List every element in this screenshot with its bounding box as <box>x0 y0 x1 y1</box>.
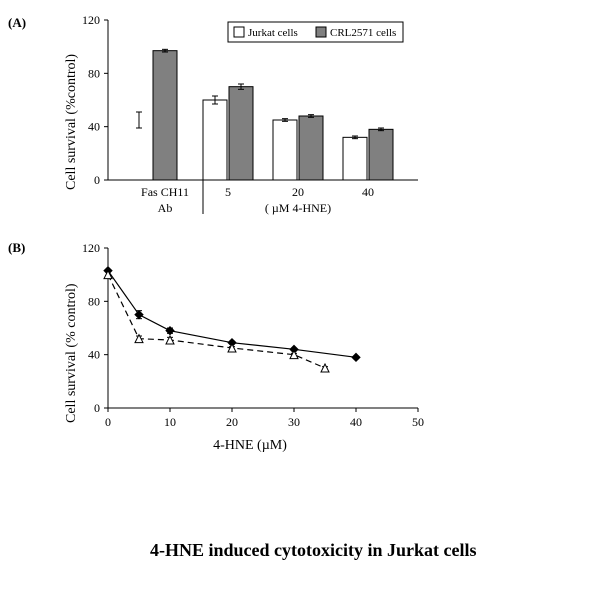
panel-a-y-axis-title: Cell survival (%control) <box>64 54 80 190</box>
svg-text:80: 80 <box>88 66 100 80</box>
svg-text:80: 80 <box>88 294 100 308</box>
svg-text:40: 40 <box>88 348 100 362</box>
svg-text:Jurkat cells: Jurkat cells <box>248 27 298 39</box>
svg-text:120: 120 <box>82 13 100 27</box>
page: (A) Cell survival (%control) 0 40 80 120 Fas… <box>0 0 600 591</box>
svg-text:20: 20 <box>226 415 238 429</box>
panel-b-svg: 0 40 80 120 0 10 20 30 40 50 <box>70 238 440 458</box>
svg-text:120: 120 <box>82 241 100 255</box>
panel-b-x-axis-title: 4-HNE (µM) <box>190 438 310 454</box>
svg-text:CRL2571 cells: CRL2571 cells <box>330 27 396 39</box>
panel-b-letter: (B) <box>8 240 25 256</box>
svg-text:40: 40 <box>362 185 374 199</box>
svg-text:10: 10 <box>164 415 176 429</box>
panel-a-chart: Cell survival (%control) 04080120Fas CH1… <box>70 10 440 230</box>
svg-text:40: 40 <box>350 415 362 429</box>
svg-text:50: 50 <box>412 415 424 429</box>
svg-text:0: 0 <box>94 173 100 187</box>
svg-text:5: 5 <box>225 185 231 199</box>
figure-caption: 4-HNE induced cytotoxicity in Jurkat cel… <box>150 540 477 561</box>
svg-text:0: 0 <box>94 401 100 415</box>
panel-b-chart: Cell survival (% control) 04080120010203… <box>70 238 440 458</box>
svg-text:20: 20 <box>292 185 304 199</box>
svg-text:Fas CH11: Fas CH11 <box>141 185 189 199</box>
panel-a-svg: 0 40 80 120 Fas CH11 Ab 5 20 40 ( µM 4-HNE) Jurkat… <box>70 10 440 230</box>
svg-text:0: 0 <box>105 415 111 429</box>
svg-text:40: 40 <box>88 120 100 134</box>
panel-a-letter: (A) <box>8 15 26 31</box>
panel-b-y-axis-title: Cell survival (% control) <box>64 283 80 423</box>
svg-text:30: 30 <box>288 415 300 429</box>
svg-text:Ab: Ab <box>158 201 173 215</box>
svg-text:( µM 4-HNE): ( µM 4-HNE) <box>265 201 331 215</box>
